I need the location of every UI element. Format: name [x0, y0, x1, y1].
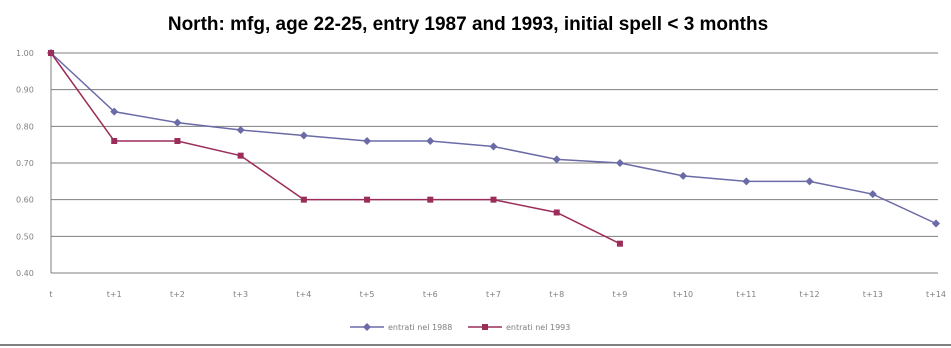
legend-label: entrati nel 1993	[506, 323, 570, 332]
data-point	[615, 159, 624, 167]
data-point	[932, 219, 940, 228]
y-axis-tick-labels: 1.00 0.90 0.80 0.70 0.60 0.50 0.40	[16, 49, 34, 278]
legend: entrati nel 1988 entrati nel 1993	[350, 323, 570, 332]
y-tick-label: 0.60	[16, 196, 34, 205]
data-point	[174, 138, 181, 144]
data-point	[490, 196, 497, 203]
data-point	[364, 196, 371, 203]
y-tick-label: 0.90	[16, 86, 34, 95]
data-point	[48, 50, 54, 56]
series-line	[50, 52, 621, 245]
legend-swatch-marker	[482, 324, 488, 330]
data-point	[299, 131, 308, 140]
x-tick-label: t+4	[296, 290, 311, 299]
data-point	[300, 196, 307, 203]
data-point	[868, 190, 877, 199]
chart-title: North: mfg, age 22-25, entry 1987 and 19…	[168, 14, 768, 35]
x-tick-label: t	[49, 290, 52, 299]
y-tick-label: 0.40	[16, 269, 34, 278]
series-group	[48, 50, 623, 247]
data-point	[679, 171, 688, 180]
data-point	[553, 209, 560, 216]
data-point	[552, 155, 561, 164]
data-point	[237, 152, 244, 159]
series-group	[47, 49, 940, 228]
data-point	[426, 137, 435, 145]
data-point	[236, 126, 245, 134]
y-tick-label: 0.50	[16, 232, 34, 241]
legend-item: entrati nel 1993	[468, 323, 570, 332]
x-tick-label: t+12	[800, 290, 820, 299]
data-point	[805, 177, 814, 186]
x-tick-label: t+1	[107, 290, 122, 299]
data-point	[616, 240, 623, 247]
y-tick-label: 0.80	[16, 122, 34, 131]
x-tick-label: t+10	[673, 290, 693, 299]
x-tick-label: t+6	[423, 290, 438, 299]
x-tick-label: t+5	[360, 290, 375, 299]
data-point	[489, 142, 498, 151]
y-tick-label: 1.00	[16, 49, 34, 58]
x-tick-label: t+3	[233, 290, 248, 299]
data-point	[363, 137, 372, 145]
x-tick-label: t+14	[926, 290, 946, 299]
legend-swatch-marker	[363, 323, 371, 331]
x-tick-label: t+8	[549, 290, 564, 299]
y-tick-label: 0.70	[16, 159, 34, 168]
data-point	[173, 118, 182, 127]
x-tick-label: t+2	[170, 290, 185, 299]
data-point	[427, 196, 434, 203]
x-tick-label: t+7	[486, 290, 501, 299]
gridlines	[50, 52, 938, 274]
x-axis-tick-labels: t t+1 t+2 t+3 t+4 t+5 t+6 t+7 t+8 t+9 t+10 t+11 t+12…	[49, 290, 946, 299]
data-point	[742, 177, 751, 186]
data-point	[111, 138, 118, 144]
x-tick-label: t+11	[736, 290, 756, 299]
legend-item: entrati nel 1988	[350, 323, 452, 332]
data-point	[110, 107, 119, 116]
x-tick-label: t+13	[863, 290, 883, 299]
legend-label: entrati nel 1988	[388, 323, 452, 332]
series-lines	[47, 49, 940, 247]
x-tick-label: t+9	[612, 290, 627, 299]
